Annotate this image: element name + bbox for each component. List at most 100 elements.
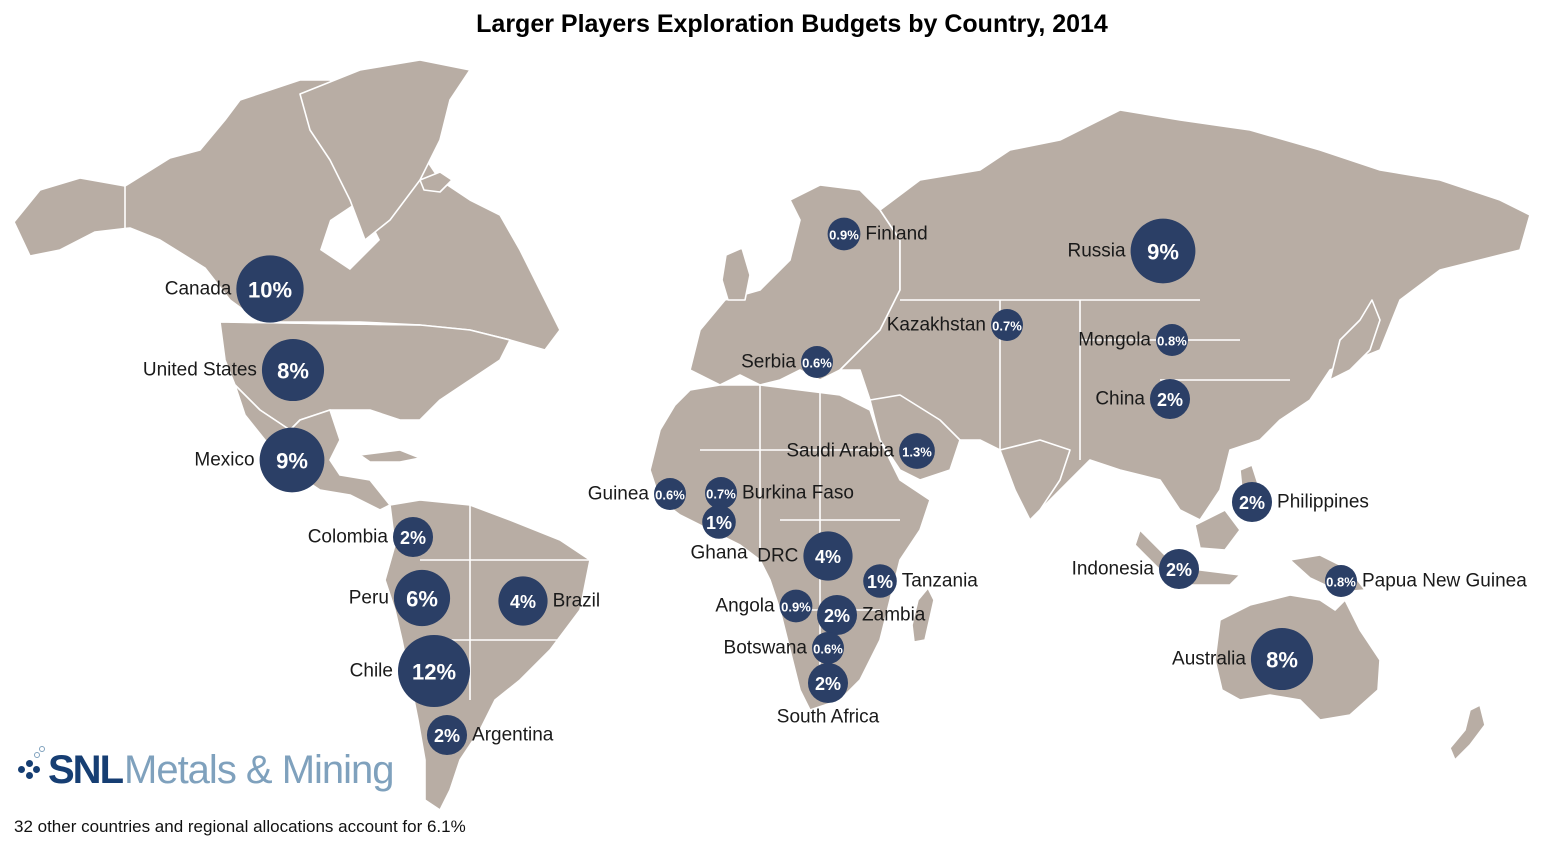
land-africa bbox=[649, 384, 931, 711]
bubble-value: 0.6% bbox=[655, 488, 685, 503]
bubble bbox=[803, 531, 853, 581]
country-label: Finland bbox=[865, 224, 927, 245]
country-marker: 9% Russia bbox=[1068, 218, 1196, 284]
footnote: 32 other countries and regional allocati… bbox=[14, 817, 466, 836]
country-label: Tanzania bbox=[902, 571, 978, 592]
country-label: Indonesia bbox=[1072, 559, 1155, 580]
bubble bbox=[899, 433, 935, 469]
land-caribbean bbox=[359, 449, 421, 463]
country-marker: 2% Philippines bbox=[1231, 481, 1369, 523]
bubble-value: 8% bbox=[1266, 648, 1298, 673]
country-label: Mexico bbox=[194, 450, 254, 471]
country-marker: 0.8% Mongola bbox=[1078, 324, 1188, 356]
bubble-value: 8% bbox=[277, 359, 309, 384]
bubble-value: 6% bbox=[406, 587, 438, 612]
land-borneo bbox=[1194, 509, 1241, 551]
country-marker: 1% Tanzania bbox=[863, 564, 978, 598]
bubble bbox=[393, 569, 451, 627]
bubble-value: 0.6% bbox=[802, 356, 832, 371]
bubble-value: 0.6% bbox=[813, 642, 843, 657]
country-marker: 10% Canada bbox=[165, 255, 304, 323]
country-label: Mongola bbox=[1078, 330, 1151, 351]
country-marker: 8% United States bbox=[143, 338, 325, 402]
bubble bbox=[1158, 548, 1200, 590]
country-label: Ghana bbox=[690, 542, 747, 563]
bubble-value: 2% bbox=[815, 674, 841, 694]
country-label: South Africa bbox=[777, 707, 880, 728]
country-label: Peru bbox=[349, 588, 389, 609]
country-marker: 0.8% Papua New Guinea bbox=[1325, 565, 1527, 597]
bubble-value: 1% bbox=[867, 572, 893, 592]
bubble-value: 0.9% bbox=[781, 600, 811, 615]
bubble-value: 1.3% bbox=[902, 445, 932, 460]
country-marker: 0.7% Burkina Faso bbox=[705, 477, 854, 509]
land-new-zealand bbox=[1449, 704, 1486, 761]
country-label: Brazil bbox=[553, 591, 601, 612]
land-india bbox=[999, 439, 1071, 521]
logo-name: Metals & Mining bbox=[124, 747, 395, 792]
bubble bbox=[236, 255, 304, 323]
bubble bbox=[827, 217, 861, 251]
country-label: Botswana bbox=[724, 638, 808, 659]
bubble bbox=[498, 576, 548, 626]
country-label: Zambia bbox=[862, 605, 926, 626]
bubble-value: 0.7% bbox=[706, 487, 736, 502]
country-label: Canada bbox=[165, 279, 232, 300]
bubble bbox=[816, 594, 858, 636]
country-label: Colombia bbox=[308, 527, 389, 548]
bubble bbox=[1156, 324, 1188, 356]
country-marker: 0.6% Botswana bbox=[724, 632, 844, 664]
country-marker: 2% South Africa bbox=[777, 662, 880, 728]
country-marker: 1.3% Saudi Arabia bbox=[786, 433, 935, 469]
country-label: Kazakhstan bbox=[887, 315, 986, 336]
country-marker: 1% Ghana bbox=[690, 505, 748, 563]
bubble bbox=[863, 564, 897, 598]
bubble-value: 12% bbox=[412, 660, 456, 685]
country-marker: 2% Indonesia bbox=[1072, 548, 1200, 590]
country-marker: 0.6% Guinea bbox=[588, 478, 686, 510]
country-marker: 2% Zambia bbox=[816, 594, 926, 636]
bubble-value: 2% bbox=[824, 606, 850, 626]
bubble-value: 9% bbox=[276, 449, 308, 474]
bubble bbox=[991, 309, 1023, 341]
country-marker: 0.9% Finland bbox=[827, 217, 928, 251]
country-label: Papua New Guinea bbox=[1362, 571, 1527, 592]
bubble bbox=[801, 346, 833, 378]
country-label: DRC bbox=[757, 546, 798, 567]
country-label: China bbox=[1095, 389, 1145, 410]
country-marker: 6% Peru bbox=[349, 569, 451, 627]
bubble bbox=[812, 632, 844, 664]
country-label: Angola bbox=[715, 596, 775, 617]
bubble bbox=[1149, 378, 1191, 420]
bubble bbox=[426, 714, 468, 756]
bubble-value: 9% bbox=[1147, 240, 1179, 265]
bubble bbox=[654, 478, 686, 510]
bubble-value: 0.7% bbox=[992, 319, 1022, 334]
country-label: Chile bbox=[350, 661, 393, 682]
bubble bbox=[779, 589, 813, 623]
land-uk bbox=[721, 247, 751, 301]
land-madagascar bbox=[911, 587, 935, 643]
country-label: Argentina bbox=[472, 725, 554, 746]
bubble-value: 2% bbox=[1166, 560, 1192, 580]
bubble-value: 0.8% bbox=[1326, 575, 1356, 590]
country-label: Philippines bbox=[1277, 492, 1369, 513]
chart-title: Larger Players Exploration Budgets by Co… bbox=[476, 10, 1108, 38]
country-marker: 2% China bbox=[1095, 378, 1191, 420]
country-marker: 0.6% Serbia bbox=[741, 346, 833, 378]
country-marker: 2% Argentina bbox=[426, 714, 554, 756]
bubble-layer: 10% Canada 8% United States 9% Mexico 2% Colomb… bbox=[143, 217, 1527, 756]
landmasses bbox=[13, 59, 1531, 811]
bubble bbox=[1231, 481, 1273, 523]
country-marker: 4% DRC bbox=[757, 531, 853, 581]
country-marker: 12% Chile bbox=[350, 634, 471, 708]
bubble bbox=[397, 634, 471, 708]
border-us-canada bbox=[229, 321, 421, 326]
land-north-america-north bbox=[13, 79, 561, 351]
country-marker: 4% Brazil bbox=[498, 576, 601, 626]
bubble bbox=[702, 505, 736, 539]
country-label: United States bbox=[143, 360, 257, 381]
logo-brand: SNL bbox=[48, 747, 124, 792]
bubble bbox=[1325, 565, 1357, 597]
